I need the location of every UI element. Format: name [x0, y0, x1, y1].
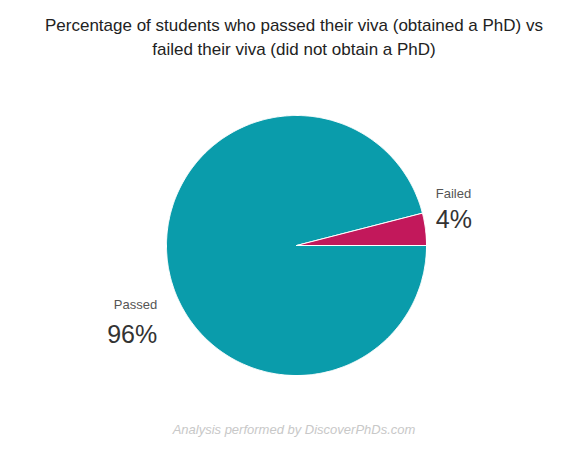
html-text:Analysis performed by Discover: Analysis performed by DiscoverPhDs.com — [172, 422, 416, 437]
html-text:Percentage of students who pas: Percentage of students who passed their … — [45, 16, 543, 59]
svg-text:Passed: Passed — [114, 297, 157, 312]
svg-text:4%: 4% — [436, 205, 472, 233]
svg-text:96%: 96% — [107, 320, 157, 348]
svg-text:Failed: Failed — [436, 186, 471, 201]
